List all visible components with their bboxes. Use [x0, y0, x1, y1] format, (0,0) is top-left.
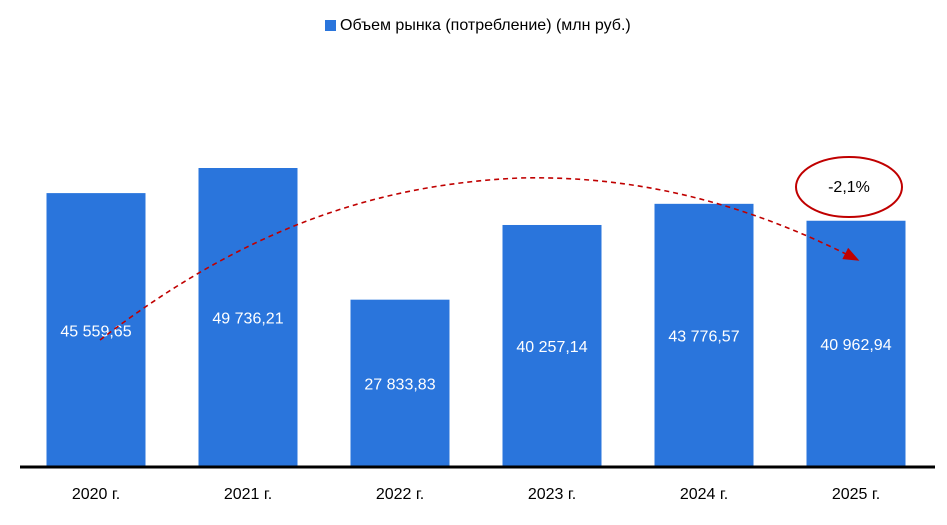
annotation-ellipse — [795, 156, 903, 218]
bar — [198, 168, 298, 467]
annotation: -2,1% — [828, 179, 870, 196]
legend-label: Объем рынка (потребление) (млн руб.) — [340, 17, 631, 34]
bars: 45 559,65 2020 г. 49 736,21 2021 г. 27 833,8… — [46, 168, 906, 503]
x-tick-label: 2020 г. — [72, 486, 120, 503]
bar — [806, 220, 906, 467]
x-tick-label: 2025 г. — [832, 486, 880, 503]
trend-arrow — [99, 177, 860, 341]
x-tick-label: 2022 г. — [376, 486, 424, 503]
value-label: 40 962,94 — [820, 337, 891, 354]
bar — [502, 224, 602, 467]
bar — [46, 193, 146, 468]
bar — [654, 203, 754, 467]
x-tick-label: 2021 г. — [224, 486, 272, 503]
x-tick-label: 2024 г. — [680, 486, 728, 503]
value-label: 45 559,65 — [60, 323, 131, 340]
bar — [350, 299, 450, 467]
legend-swatch — [325, 20, 336, 31]
value-label: 49 736,21 — [212, 311, 283, 328]
value-label: 27 833,83 — [364, 377, 435, 394]
x-tick-label: 2023 г. — [528, 486, 576, 503]
value-label: 40 257,14 — [516, 339, 587, 356]
value-label: 43 776,57 — [668, 329, 739, 346]
